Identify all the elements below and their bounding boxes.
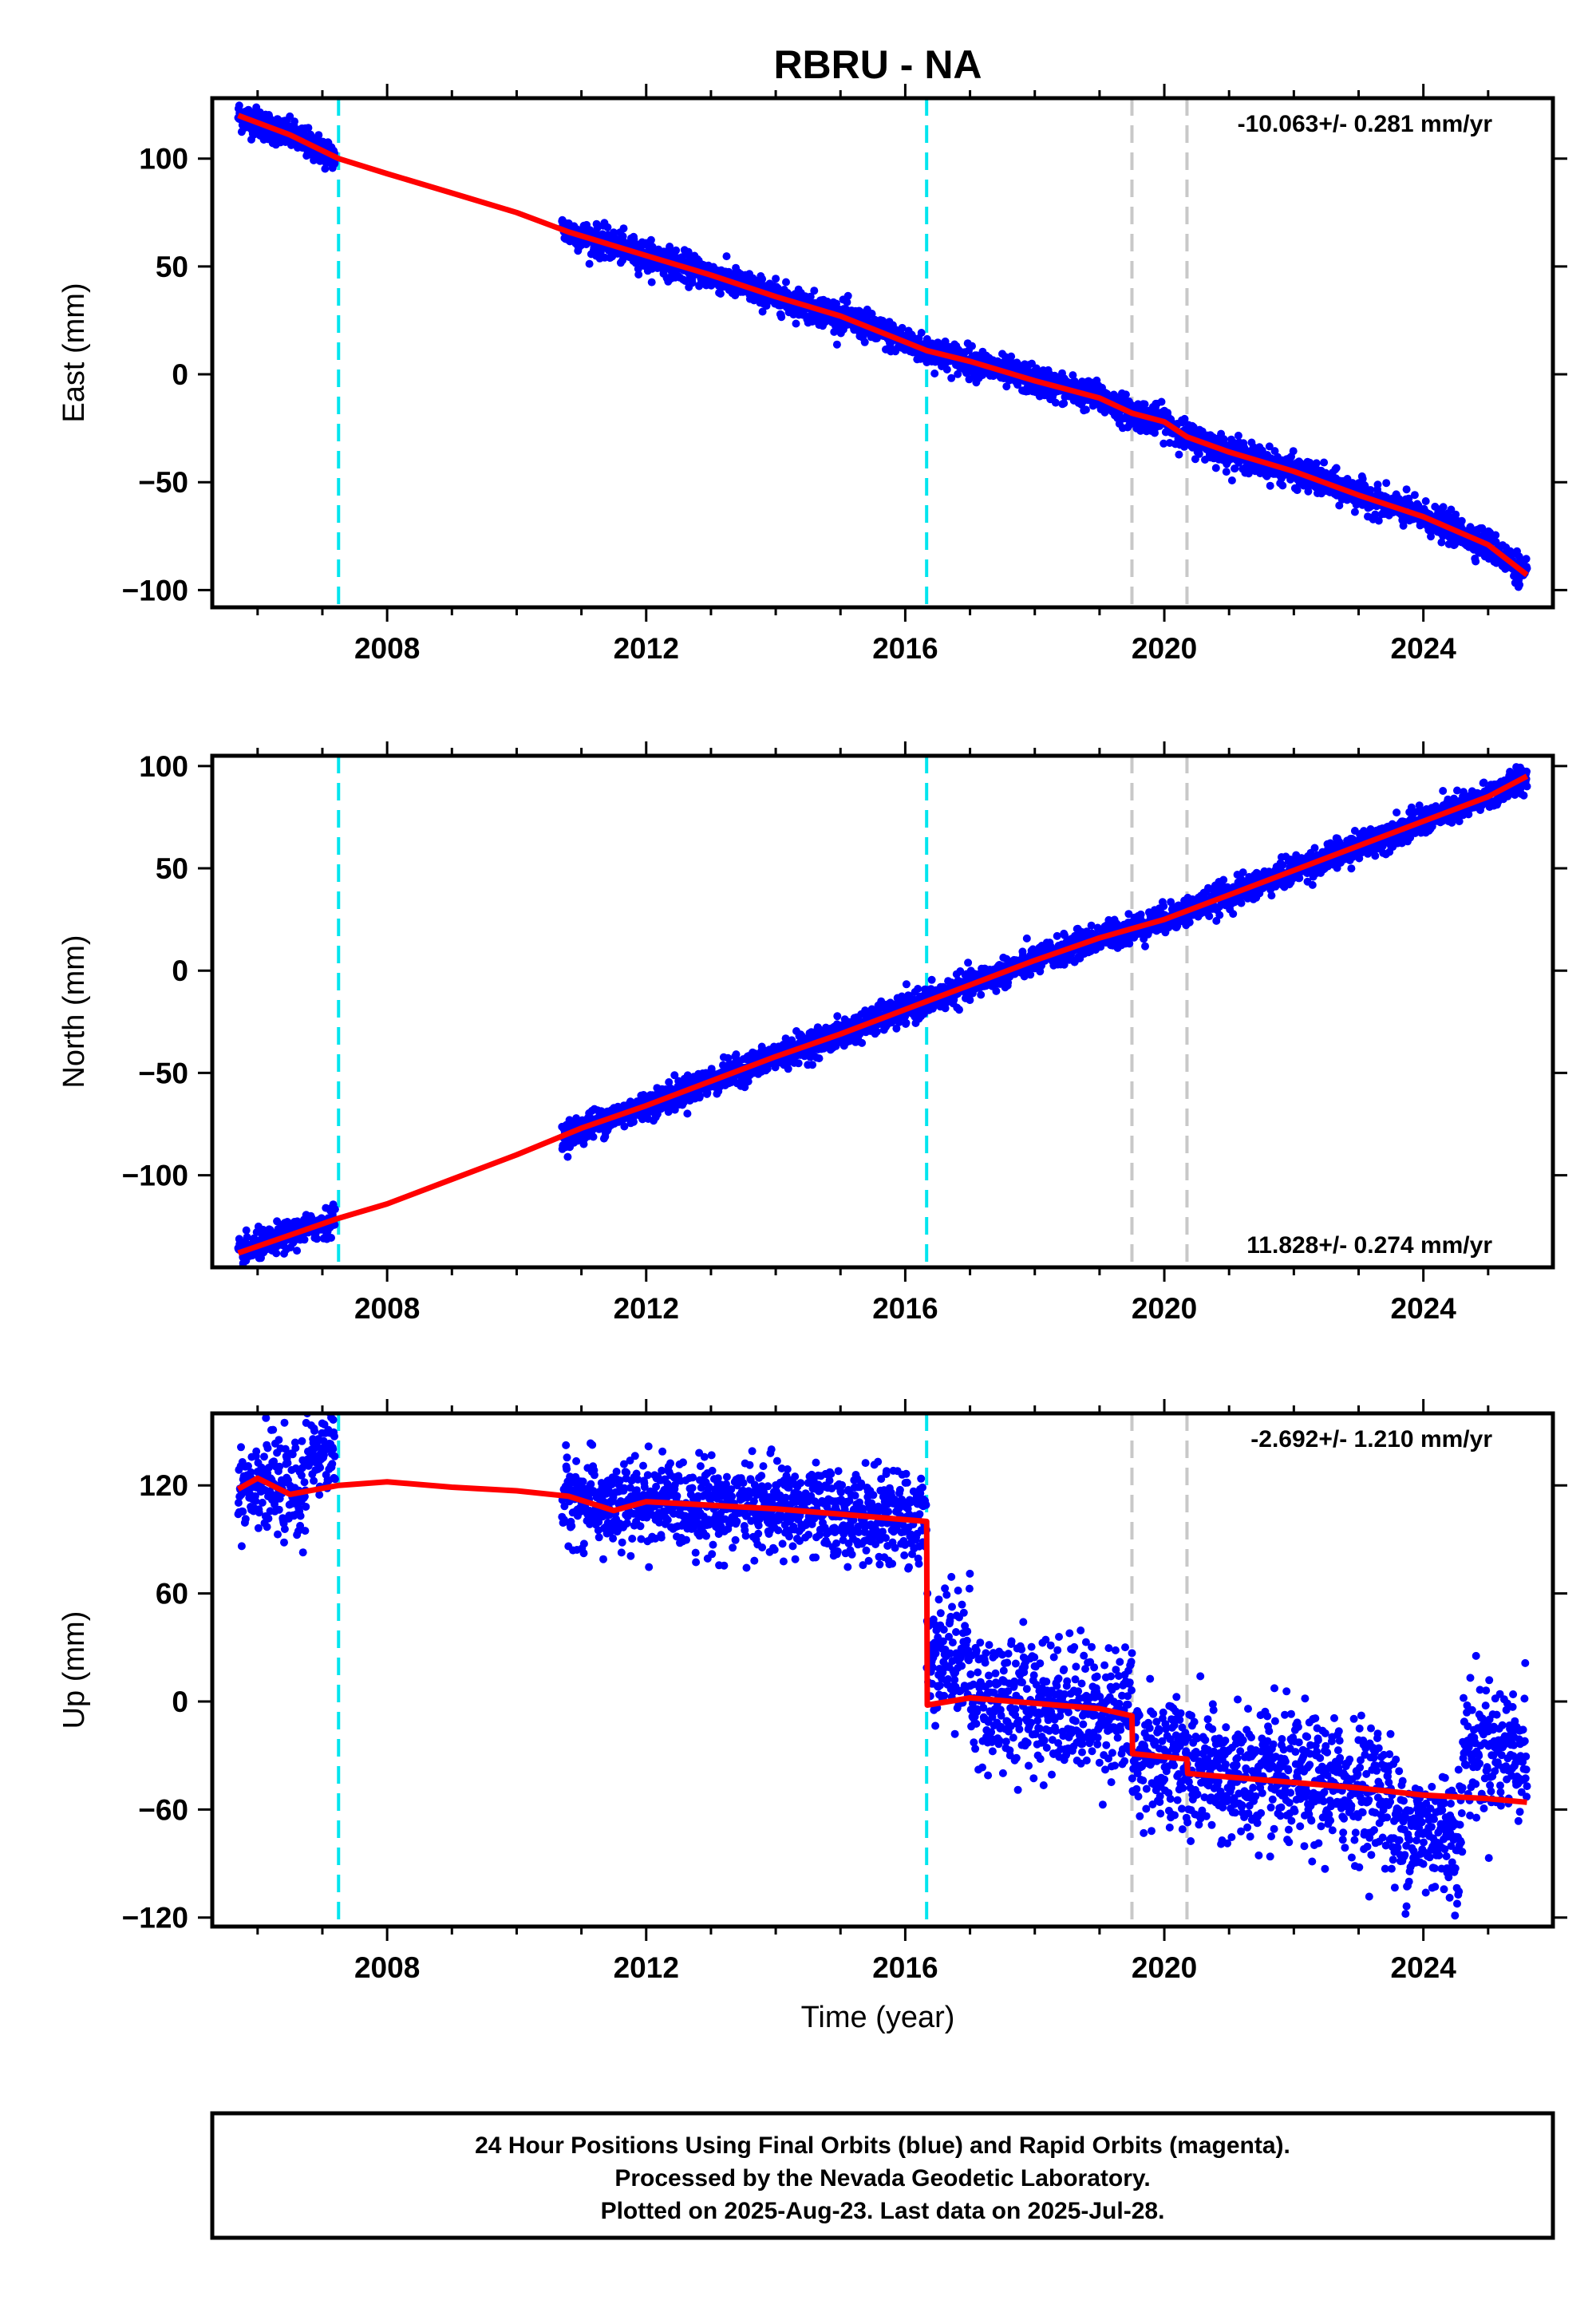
rate-annotation-up: -2.692+/- 1.210 mm/yr — [1250, 1426, 1492, 1452]
y-tick-label-100: 100 — [139, 750, 188, 783]
frame-up — [210, 1411, 1555, 1929]
y-tick-label--100: −100 — [122, 574, 188, 607]
y-tick-label--120: −120 — [122, 1902, 188, 1935]
frame-north — [210, 753, 1555, 1270]
y-axis-label-north: North (mm) — [57, 935, 91, 1088]
x-tick-label-2020: 2020 — [1132, 632, 1197, 665]
y-tick-label-60: 60 — [156, 1578, 188, 1611]
x-tick-label-2024: 2024 — [1391, 632, 1457, 665]
x-tick-label-2008: 2008 — [354, 1951, 420, 1984]
model-line-up — [236, 1475, 1527, 1805]
y-tick-label--100: −100 — [122, 1160, 188, 1192]
footer-box — [210, 2111, 1555, 2240]
panel-up: 2008 2012 2016 2020 2024 −120 −60 0 60 120 Up (mm)… — [57, 1399, 1567, 1984]
plot-area-up — [234, 1413, 1531, 1927]
x-tick-label-2012: 2012 — [614, 632, 679, 665]
panel-north: 2008 2012 2016 2020 2024 −100 −50 0 50 100 North (… — [57, 741, 1567, 1325]
x-tick-label-2016: 2016 — [872, 1951, 938, 1984]
x-tick-label-2008: 2008 — [354, 1292, 420, 1325]
model-line-north — [237, 773, 1529, 1256]
plot-area-north — [234, 756, 1531, 1267]
x-axis-label: Time (year) — [801, 2001, 955, 2034]
x-tick-label-2016: 2016 — [872, 632, 938, 665]
footer-line-1: 24 Hour Positions Using Final Orbits (bl… — [475, 2132, 1290, 2159]
rate-annotation-east: -10.063+/- 0.281 mm/yr — [1238, 111, 1493, 137]
x-tick-label-2020: 2020 — [1132, 1951, 1197, 1984]
x-tick-label-2012: 2012 — [614, 1292, 679, 1325]
y-axis-label-up: Up (mm) — [57, 1611, 91, 1729]
frame-east — [210, 96, 1555, 610]
footer-line-2: Processed by the Nevada Geodetic Laborat… — [614, 2165, 1150, 2192]
x-tick-label-2024: 2024 — [1391, 1951, 1457, 1984]
figure-title: RBRU - NA — [773, 42, 982, 87]
y-tick-label-0: 0 — [172, 954, 188, 987]
y-tick-label-120: 120 — [139, 1469, 188, 1502]
y-tick-label--50: −50 — [138, 466, 188, 499]
y-tick-label-50: 50 — [156, 852, 188, 885]
panel-east: 2008 2012 2016 2020 2024 −100 −50 0 50 100 East (m… — [57, 84, 1567, 665]
y-axis-label-east: East (mm) — [57, 283, 91, 422]
rate-annotation-north: 11.828+/- 0.274 mm/yr — [1246, 1232, 1492, 1259]
daily-points-east — [234, 101, 1531, 591]
x-tick-label-2012: 2012 — [614, 1951, 679, 1984]
x-tick-label-2020: 2020 — [1132, 1292, 1197, 1325]
y-tick-label-0: 0 — [172, 1686, 188, 1718]
y-tick-label--60: −60 — [138, 1793, 188, 1826]
y-tick-label-50: 50 — [156, 251, 188, 283]
model-line-east — [237, 113, 1529, 578]
x-tick-label-2016: 2016 — [872, 1292, 938, 1325]
y-tick-label-100: 100 — [139, 143, 188, 176]
y-tick-label-0: 0 — [172, 358, 188, 391]
daily-points-north — [234, 763, 1531, 1267]
x-tick-label-2008: 2008 — [354, 632, 420, 665]
footer-line-3: Plotted on 2025-Aug-23. Last data on 202… — [601, 2198, 1165, 2224]
daily-points-up — [234, 1413, 1531, 1920]
y-tick-label--50: −50 — [138, 1057, 188, 1089]
x-tick-label-2024: 2024 — [1391, 1292, 1457, 1325]
plot-area-east — [234, 98, 1531, 607]
